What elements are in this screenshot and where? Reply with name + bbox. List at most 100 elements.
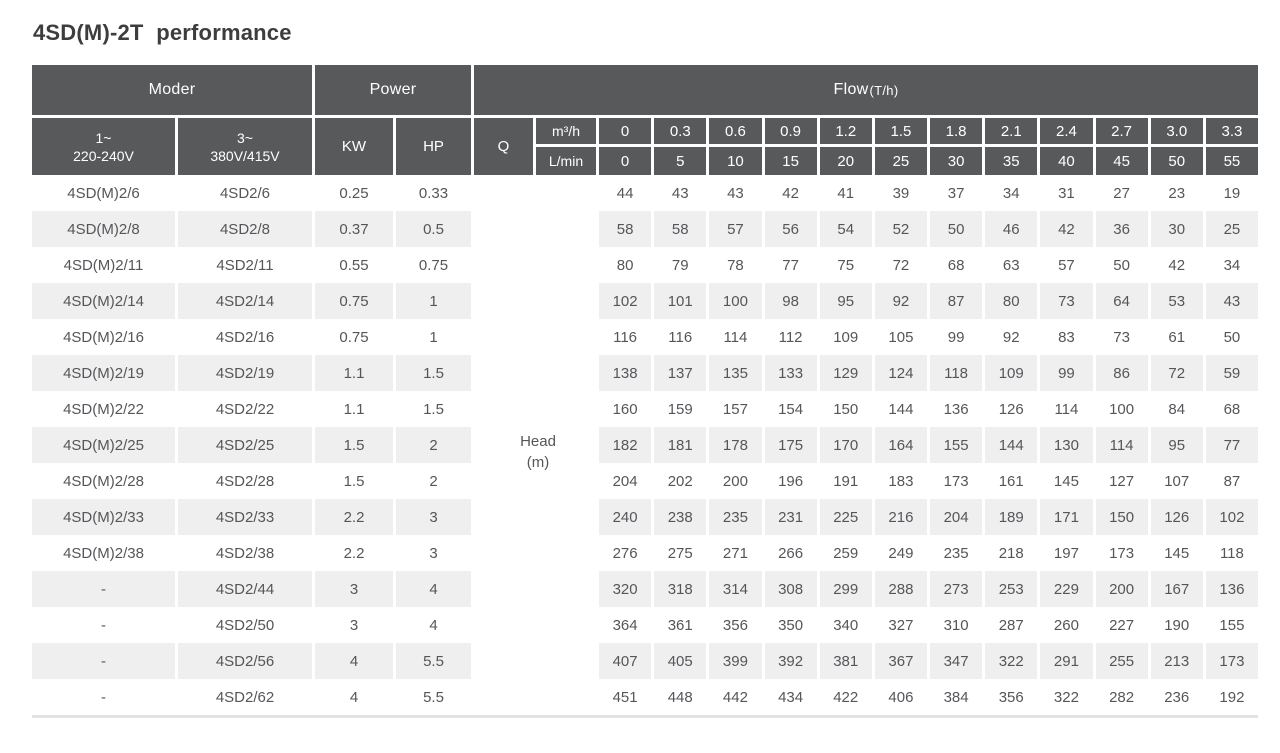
three-phase-line2: 380V/415V (210, 147, 280, 164)
head-value-cell: 23 (1168, 184, 1186, 202)
model-1ph-cell: 4SD(M)2/11 (63, 256, 144, 274)
head-value-cell: 137 (654, 355, 707, 391)
header-single-phase: 1~ 220-240V (32, 118, 175, 175)
table-header: Moder Power Flow (T/h) 1~ 220-240V 3~ 380… (32, 65, 1258, 175)
head-value-cell: 235 (709, 499, 762, 535)
model-3ph-cell: 4SD2/33 (178, 499, 312, 535)
flow-lmin-value: 45 (1095, 147, 1148, 175)
head-value-cell: 157 (722, 400, 748, 418)
head-value-cell: 84 (1168, 400, 1186, 418)
table-row: 4SD(M)2/33 4SD2/33 2.2 3 240 238 235 231 225 216 2… (32, 499, 1258, 535)
table-row: 4SD(M)2/11 4SD2/11 0.55 0.75 80 79 78 77 75 72 68 6… (32, 247, 1258, 283)
flow-lmin-value: 25 (874, 147, 927, 175)
hp-cell: 0.75 (418, 256, 449, 274)
head-value-cell: 86 (1095, 355, 1148, 391)
table-row: 4SD(M)2/16 4SD2/16 0.75 1 116 116 114 112 109 105… (32, 319, 1258, 355)
head-column-spacer (474, 319, 596, 355)
head-value-cell: 271 (722, 544, 748, 562)
head-value-cell: 43 (727, 184, 744, 202)
flow-m3h-value: 0.9 (764, 118, 817, 144)
head-value-cell: 384 (943, 688, 969, 706)
head-value-cell: 73 (1113, 328, 1130, 346)
model-1ph-cell: - (32, 643, 175, 679)
head-value-cell: 31 (1058, 184, 1075, 202)
head-value-cell: 77 (782, 256, 799, 274)
kw-cell: 1.5 (315, 427, 393, 463)
kw-cell: 0.75 (315, 283, 393, 319)
head-value-cell: 68 (947, 256, 965, 274)
head-value-cell: 150 (1095, 499, 1148, 535)
head-value-cell: 392 (764, 643, 817, 679)
head-value-cell: 101 (654, 283, 707, 319)
head-value-cell: 87 (1223, 472, 1241, 490)
head-value-cell: 42 (782, 184, 799, 202)
head-value-cell: 451 (612, 688, 638, 706)
head-value-cell: 200 (722, 472, 748, 490)
head-value-cell: 291 (1040, 643, 1093, 679)
head-value-cell: 127 (1109, 472, 1135, 490)
head-value-cell: 58 (599, 211, 652, 247)
kw-cell: 3 (349, 616, 359, 634)
head-value-cell: 173 (1109, 544, 1135, 562)
head-value-cell: 145 (1053, 472, 1079, 490)
head-value-cell: 249 (888, 544, 914, 562)
head-value-cell: 109 (833, 328, 859, 346)
head-value-cell: 322 (1053, 688, 1079, 706)
flow-lmin-value: 40 (1040, 147, 1093, 175)
head-value-cell: 276 (612, 544, 638, 562)
head-value-cell: 406 (888, 688, 914, 706)
model-1ph-cell: 4SD(M)2/33 (32, 499, 175, 535)
head-value-cell: 287 (998, 616, 1024, 634)
head-value-cell: 266 (778, 544, 804, 562)
flow-label: Flow (833, 81, 869, 98)
head-value-cell: 42 (1040, 211, 1093, 247)
head-value-cell: 182 (599, 427, 652, 463)
table-row: 4SD(M)2/22 4SD2/22 1.1 1.5 160 159 157 154 150 14… (32, 391, 1258, 427)
kw-cell: 0.55 (339, 256, 369, 274)
flow-lmin-value: 20 (819, 147, 872, 175)
model-3ph-cell: 4SD2/19 (178, 355, 312, 391)
hp-cell: 5.5 (423, 688, 444, 706)
head-value-cell: 114 (723, 328, 748, 346)
head-value-cell: 50 (930, 211, 983, 247)
head-column-spacer (474, 499, 596, 535)
model-1ph-cell: - (101, 616, 106, 634)
kw-cell: 2.2 (315, 499, 393, 535)
head-value-cell: 109 (985, 355, 1038, 391)
head-value-cell: 155 (930, 427, 983, 463)
header-hp: HP (396, 118, 471, 175)
flow-m3h-value: 2.7 (1095, 118, 1148, 144)
head-value-cell: 200 (1095, 571, 1148, 607)
head-value-cell: 34 (1223, 256, 1241, 274)
head-value-cell: 155 (1219, 616, 1245, 634)
head-column-spacer (474, 175, 596, 211)
head-value-cell: 114 (1095, 427, 1148, 463)
head-value-cell: 59 (1205, 355, 1258, 391)
head-value-cell: 225 (819, 499, 872, 535)
head-value-cell: 407 (599, 643, 652, 679)
head-value-cell: 399 (709, 643, 762, 679)
flow-lmin-value: 35 (985, 147, 1038, 175)
head-value-cell: 83 (1058, 328, 1075, 346)
model-3ph-cell: 4SD2/44 (178, 571, 312, 607)
head-value-cell: 95 (819, 283, 872, 319)
head-value-cell: 167 (1150, 571, 1203, 607)
flow-m3h-value: 3.0 (1150, 118, 1203, 144)
head-value-cell: 79 (671, 256, 689, 274)
head-value-cell: 136 (943, 400, 969, 418)
hp-cell: 1.5 (423, 400, 444, 418)
head-value-cell: 275 (667, 544, 693, 562)
head-value-cell: 173 (943, 472, 969, 490)
head-value-cell: 118 (1219, 544, 1244, 562)
head-value-cell: 34 (1002, 184, 1020, 202)
performance-table: Moder Power Flow (T/h) 1~ 220-240V 3~ 380… (32, 65, 1258, 718)
model-1ph-cell: - (32, 571, 175, 607)
head-value-cell: 364 (612, 616, 638, 634)
head-value-cell: 126 (998, 400, 1024, 418)
head-value-cell: 133 (764, 355, 817, 391)
head-value-cell: 99 (1040, 355, 1093, 391)
model-1ph-cell: 4SD(M)2/16 (63, 328, 144, 346)
head-value-cell: 240 (599, 499, 652, 535)
head-value-cell: 144 (888, 400, 914, 418)
